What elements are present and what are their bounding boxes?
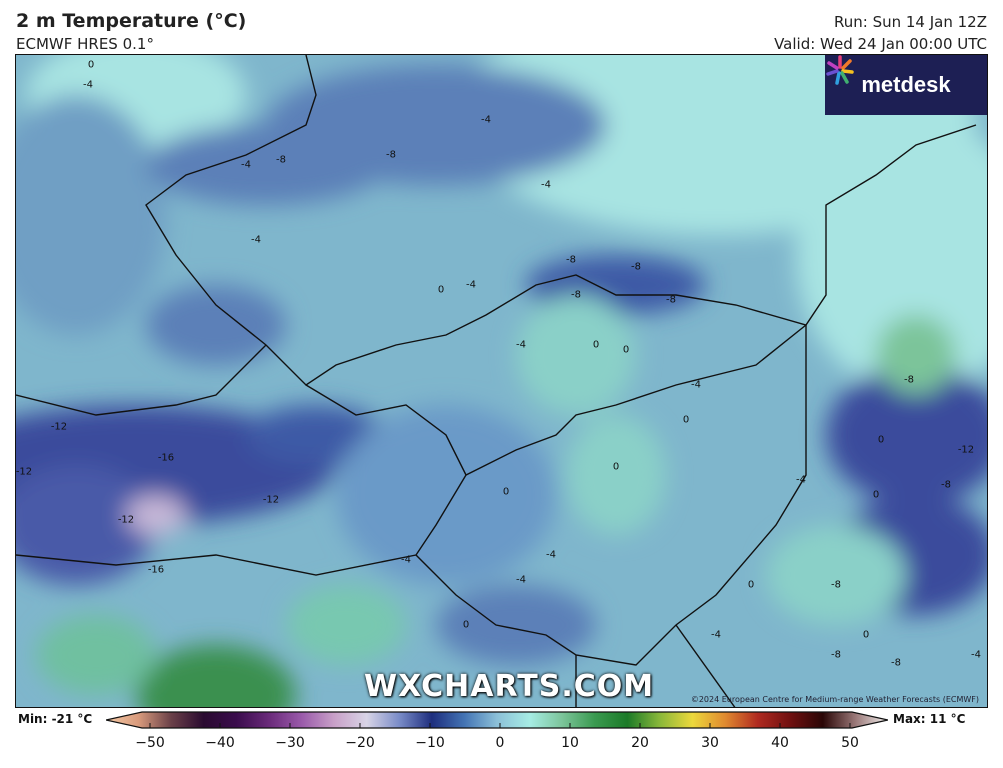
- temperature-area: [286, 585, 406, 665]
- contour-label: 0: [462, 619, 470, 631]
- contour-label: -12: [262, 494, 280, 506]
- temperature-area: [766, 525, 906, 625]
- contour-label: -8: [891, 657, 901, 669]
- contour-label: -12: [957, 444, 975, 456]
- contour-label: -12: [50, 421, 68, 433]
- colorbar-tick-label: 10: [561, 735, 579, 751]
- temperature-area: [516, 295, 636, 415]
- contour-label: 0: [877, 434, 885, 446]
- contour-label: 0: [87, 59, 95, 71]
- temperature-area: [566, 415, 666, 535]
- temperature-area: [146, 125, 386, 205]
- colorbar-tick-label: −10: [415, 735, 445, 751]
- temperature-area: [336, 405, 556, 585]
- metdesk-logo: metdesk: [825, 55, 987, 115]
- contour-label: -4: [796, 474, 806, 486]
- contour-label: -8: [831, 649, 841, 661]
- temperature-area: [36, 615, 156, 695]
- contour-label: 0: [502, 486, 510, 498]
- contour-label: -4: [251, 234, 261, 246]
- temperature-area: [136, 645, 296, 707]
- valid-time: Valid: Wed 24 Jan 00:00 UTC: [774, 35, 987, 53]
- contour-label: -4: [691, 379, 701, 391]
- contour-label: -4: [546, 549, 556, 561]
- temperature-field: [16, 55, 987, 707]
- temperature-area: [16, 465, 156, 585]
- country-border: [16, 344, 267, 416]
- contour-label: 0: [612, 461, 620, 473]
- wxcharts-watermark: WXCHARTS.COM: [364, 669, 655, 704]
- contour-label: -8: [566, 254, 576, 266]
- colorbar-tick-label: 50: [841, 735, 859, 751]
- min-temperature: Min: -21 °C: [18, 712, 93, 726]
- contour-label: -4: [481, 114, 491, 126]
- country-border: [675, 624, 736, 707]
- contour-label: -8: [571, 289, 581, 301]
- contour-label: -4: [516, 339, 526, 351]
- copyright-notice: ©2024 European Centre for Medium-range W…: [690, 695, 979, 704]
- contour-label: -8: [904, 374, 914, 386]
- contour-label: -16: [147, 564, 165, 576]
- contour-label: -4: [83, 79, 93, 91]
- contour-label: 0: [437, 284, 445, 296]
- chart-title: 2 m Temperature (°C): [16, 10, 247, 32]
- contour-label: -8: [941, 479, 951, 491]
- max-temperature: Max: 11 °C: [893, 712, 966, 726]
- contour-label: 0: [622, 344, 630, 356]
- contour-label: -4: [711, 629, 721, 641]
- temperature-area: [876, 315, 956, 395]
- contour-label: -12: [117, 514, 135, 526]
- country-border: [16, 554, 417, 576]
- contour-label: -8: [386, 149, 396, 161]
- colorbar: [106, 711, 888, 729]
- contour-label: -8: [276, 154, 286, 166]
- contour-label: -8: [631, 261, 641, 273]
- contour-label: 0: [862, 629, 870, 641]
- contour-label: 0: [747, 579, 755, 591]
- temperature-area: [16, 95, 166, 335]
- temperature-area: [126, 495, 186, 535]
- colorbar-tick-label: −20: [345, 735, 375, 751]
- contour-label: -4: [401, 554, 411, 566]
- run-time: Run: Sun 14 Jan 12Z: [834, 13, 987, 31]
- contour-label: -16: [157, 452, 175, 464]
- contour-label: -4: [241, 159, 251, 171]
- contour-label: -4: [466, 279, 476, 291]
- model-label: ECMWF HRES 0.1°: [16, 35, 154, 53]
- temperature-map[interactable]: 0 -4 -4 -8 -8 -4 -4 -4 -8 -8 -4 0 -4 -8 -8 -4 0 0 -12 -16 -1…: [15, 54, 988, 708]
- contour-label: 0: [592, 339, 600, 351]
- contour-label: -4: [516, 574, 526, 586]
- colorbar-tick-label: −50: [135, 735, 165, 751]
- temperature-area: [826, 365, 987, 505]
- contour-label: -4: [541, 179, 551, 191]
- contour-label: 0: [872, 489, 880, 501]
- colorbar-tick-label: 0: [495, 735, 505, 751]
- metdesk-star-icon: [826, 55, 854, 85]
- colorbar-tick-label: −40: [205, 735, 235, 751]
- temperature-area: [436, 585, 596, 665]
- contour-label: -4: [971, 649, 981, 661]
- colorbar-tick-label: 30: [701, 735, 719, 751]
- contour-label: -12: [15, 466, 33, 478]
- colorbar-tick-label: 40: [771, 735, 789, 751]
- contour-label: -8: [831, 579, 841, 591]
- country-border: [145, 55, 977, 386]
- country-border: [305, 324, 807, 476]
- temperature-area: [146, 285, 286, 365]
- contour-label: 0: [682, 414, 690, 426]
- colorbar-tick-label: −30: [275, 735, 305, 751]
- colorbar-tick-label: 20: [631, 735, 649, 751]
- contour-label: -8: [666, 294, 676, 306]
